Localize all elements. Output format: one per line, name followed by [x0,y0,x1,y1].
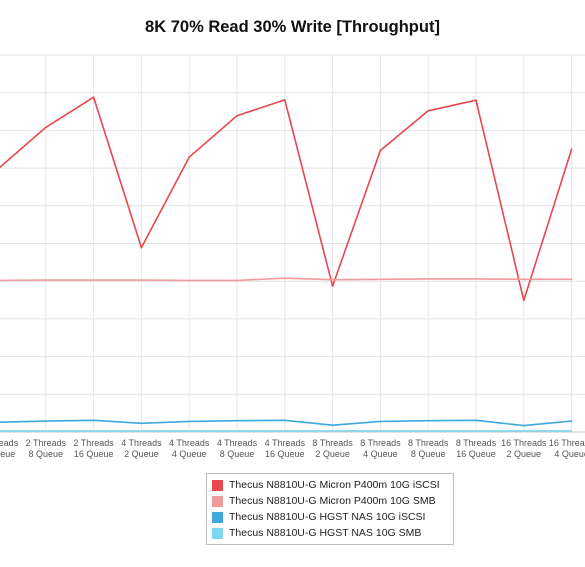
x-tick-label: 2 Threads [0,438,19,448]
data-point [236,279,238,282]
data-point [570,278,573,281]
data-point [523,424,525,427]
data-point [475,419,477,422]
data-point [570,430,573,432]
x-tick-label: 8 Queue [220,449,255,459]
data-point [331,278,334,281]
series-line-2 [0,419,572,427]
x-tick-label: 8 Queue [411,449,446,459]
data-point [92,279,95,281]
data-point [427,109,430,112]
data-point [475,430,477,432]
x-tick-label: 8 Threads [360,438,401,448]
x-tick-label: 8 Threads [408,438,449,448]
x-tick-label: 4 Queue [0,449,15,459]
data-point [475,99,477,102]
legend-swatch [212,495,223,507]
data-point [331,424,334,427]
data-point [236,419,238,422]
data-point [523,430,525,432]
x-tick-label: 4 Threads [265,438,306,448]
data-point [236,430,238,432]
data-point [188,430,190,432]
data-point [379,278,382,281]
legend-label: Thecus N8810U-G Micron P400m 10G SMB [229,495,436,507]
data-point [140,246,143,249]
data-point [379,430,382,432]
x-tick-label: 8 Queue [29,449,64,459]
data-point [284,99,286,101]
x-tick-label: 2 Queue [315,449,350,459]
series-line-0 [0,96,573,302]
data-point [140,430,143,432]
data-point [523,278,525,281]
legend-item: Thecus N8810U-G HGST NAS 10G iSCSI [212,509,453,525]
x-tick-label: 2 Queue [507,449,542,459]
x-tick-label: 4 Queue [172,449,207,459]
series-line-1 [0,277,572,282]
legend-item: Thecus N8810U-G Micron P400m 10G iSCSI [212,477,453,493]
data-point [379,149,382,152]
legend-swatch [212,511,223,523]
data-point [331,285,334,287]
data-point [475,278,477,280]
data-point [284,419,286,422]
data-point [284,277,286,279]
x-tick-label: 8 Threads [456,438,497,448]
data-point [45,420,47,422]
x-tick-label: 4 Queue [363,449,398,459]
data-point [570,148,573,151]
legend-label: Thecus N8810U-G HGST NAS 10G SMB [229,527,422,539]
data-point [45,279,47,281]
x-tick-label: 16 Queue [74,449,114,459]
legend-swatch [212,479,223,491]
legend-item: Thecus N8810U-G HGST NAS 10G SMB [212,525,453,541]
x-tick-label: 16 Queue [265,449,305,459]
data-point [92,419,95,422]
data-point [427,278,430,280]
data-point [140,279,143,281]
data-point [284,430,286,432]
chart-title: 8K 70% Read 30% Write [Throughput] [145,18,440,36]
data-point [427,430,430,432]
data-point [45,430,47,432]
x-tick-label: 2 Queue [124,449,159,459]
x-tick-label: 4 Threads [169,438,210,448]
x-tick-label: 4 Threads [217,438,258,448]
x-tick-label: 8 Threads [312,438,353,448]
legend-swatch [212,527,223,539]
legend-item: Thecus N8810U-G Micron P400m 10G SMB [212,493,453,509]
legend: Thecus N8810U-G Micron P400m 10G iSCSI T… [206,473,454,545]
x-tick-label: 16 Threads [501,438,547,448]
data-point [140,422,143,425]
data-point [427,419,430,422]
legend-label: Thecus N8810U-G HGST NAS 10G iSCSI [229,511,426,523]
x-tick-label: 2 Threads [26,438,67,448]
data-point [379,420,382,423]
data-point [523,299,525,302]
data-point [570,420,573,422]
data-point [188,156,190,158]
data-point [236,114,238,117]
x-tick-label: 4 Queue [554,449,585,459]
data-point [45,126,47,129]
legend-label: Thecus N8810U-G Micron P400m 10G iSCSI [229,479,440,491]
data-point [92,430,95,432]
data-point [331,430,334,432]
x-tick-label: 4 Threads [121,438,162,448]
data-point [92,96,95,99]
data-point [188,420,190,423]
x-tick-label: 2 Threads [73,438,114,448]
data-point [188,279,190,282]
x-tick-label: 16 Queue [456,449,496,459]
x-tick-label: 16 Threads [549,438,585,448]
